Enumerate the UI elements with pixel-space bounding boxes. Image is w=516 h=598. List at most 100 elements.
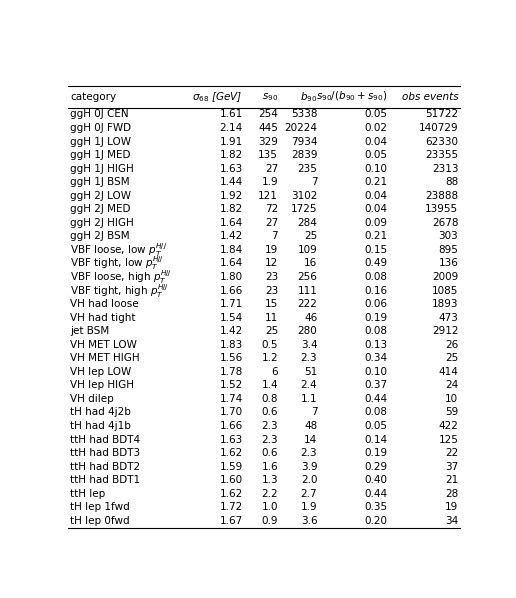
Text: 1.42: 1.42 [220, 326, 243, 336]
Text: 46: 46 [304, 313, 317, 323]
Text: $s_{90}/(b_{90}+s_{90})$: $s_{90}/(b_{90}+s_{90})$ [316, 90, 388, 103]
Text: 1.78: 1.78 [220, 367, 243, 377]
Text: 125: 125 [439, 435, 458, 444]
Text: 1.66: 1.66 [220, 421, 243, 431]
Text: 329: 329 [258, 136, 278, 147]
Text: 1.91: 1.91 [220, 136, 243, 147]
Text: 0.10: 0.10 [365, 164, 388, 173]
Text: 1.4: 1.4 [262, 380, 278, 390]
Text: 1.63: 1.63 [220, 164, 243, 173]
Text: 2.3: 2.3 [301, 448, 317, 458]
Text: 25: 25 [445, 353, 458, 363]
Text: VH MET HIGH: VH MET HIGH [71, 353, 140, 363]
Text: 0.6: 0.6 [262, 407, 278, 417]
Text: 1.72: 1.72 [220, 502, 243, 512]
Text: ggH 1J LOW: ggH 1J LOW [71, 136, 132, 147]
Text: ttH had BDT2: ttH had BDT2 [71, 462, 141, 472]
Text: 28: 28 [445, 489, 458, 499]
Text: 1.62: 1.62 [220, 448, 243, 458]
Text: 0.08: 0.08 [365, 326, 388, 336]
Text: 0.04: 0.04 [365, 191, 388, 201]
Text: 1.9: 1.9 [262, 177, 278, 187]
Text: 2.3: 2.3 [301, 353, 317, 363]
Text: 1.59: 1.59 [220, 462, 243, 472]
Text: jet BSM: jet BSM [71, 326, 110, 336]
Text: 1.9: 1.9 [301, 502, 317, 512]
Text: VH MET LOW: VH MET LOW [71, 340, 137, 350]
Text: 0.05: 0.05 [365, 109, 388, 120]
Text: 0.9: 0.9 [262, 516, 278, 526]
Text: tH had 4j1b: tH had 4j1b [71, 421, 132, 431]
Text: 21: 21 [445, 475, 458, 485]
Text: 0.29: 0.29 [365, 462, 388, 472]
Text: 2009: 2009 [432, 272, 458, 282]
Text: ggH 2J MED: ggH 2J MED [71, 205, 131, 214]
Text: 0.16: 0.16 [365, 286, 388, 295]
Text: 1.1: 1.1 [301, 394, 317, 404]
Text: VBF tight, low $p_T^{Hjj}$: VBF tight, low $p_T^{Hjj}$ [71, 255, 164, 273]
Text: 62330: 62330 [425, 136, 458, 147]
Text: 1.63: 1.63 [220, 435, 243, 444]
Text: 0.21: 0.21 [365, 177, 388, 187]
Text: 280: 280 [298, 326, 317, 336]
Text: 7934: 7934 [291, 136, 317, 147]
Text: 0.05: 0.05 [365, 421, 388, 431]
Text: 2912: 2912 [432, 326, 458, 336]
Text: ttH had BDT1: ttH had BDT1 [71, 475, 141, 485]
Text: 23: 23 [265, 272, 278, 282]
Text: 895: 895 [439, 245, 458, 255]
Text: 1.64: 1.64 [220, 218, 243, 228]
Text: 24: 24 [445, 380, 458, 390]
Text: 0.04: 0.04 [365, 205, 388, 214]
Text: 1.83: 1.83 [220, 340, 243, 350]
Text: 2.14: 2.14 [220, 123, 243, 133]
Text: 1.74: 1.74 [220, 394, 243, 404]
Text: 1.60: 1.60 [220, 475, 243, 485]
Text: tH had 4j2b: tH had 4j2b [71, 407, 132, 417]
Text: 473: 473 [439, 313, 458, 323]
Text: VH had loose: VH had loose [71, 299, 139, 309]
Text: 7: 7 [311, 177, 317, 187]
Text: 1.54: 1.54 [220, 313, 243, 323]
Text: 0.06: 0.06 [365, 299, 388, 309]
Text: 0.15: 0.15 [365, 245, 388, 255]
Text: 1.56: 1.56 [220, 353, 243, 363]
Text: 1.61: 1.61 [220, 109, 243, 120]
Text: 51722: 51722 [425, 109, 458, 120]
Text: ggH 0J CEN: ggH 0J CEN [71, 109, 129, 120]
Text: 2.2: 2.2 [262, 489, 278, 499]
Text: 7: 7 [271, 231, 278, 242]
Text: 0.14: 0.14 [365, 435, 388, 444]
Text: 109: 109 [298, 245, 317, 255]
Text: 3.4: 3.4 [301, 340, 317, 350]
Text: 0.04: 0.04 [365, 136, 388, 147]
Text: 0.49: 0.49 [365, 258, 388, 269]
Text: 16: 16 [304, 258, 317, 269]
Text: 1.52: 1.52 [220, 380, 243, 390]
Text: 0.09: 0.09 [365, 218, 388, 228]
Text: VH lep HIGH: VH lep HIGH [71, 380, 135, 390]
Text: 135: 135 [258, 150, 278, 160]
Text: ggH 1J HIGH: ggH 1J HIGH [71, 164, 134, 173]
Text: 23888: 23888 [425, 191, 458, 201]
Text: 0.8: 0.8 [262, 394, 278, 404]
Text: obs events: obs events [402, 91, 458, 102]
Text: 1085: 1085 [432, 286, 458, 295]
Text: 51: 51 [304, 367, 317, 377]
Text: ttH had BDT3: ttH had BDT3 [71, 448, 141, 458]
Text: 1.44: 1.44 [220, 177, 243, 187]
Text: 26: 26 [445, 340, 458, 350]
Text: 1725: 1725 [291, 205, 317, 214]
Text: 22: 22 [445, 448, 458, 458]
Text: 7: 7 [311, 407, 317, 417]
Text: 0.34: 0.34 [365, 353, 388, 363]
Text: ggH 0J FWD: ggH 0J FWD [71, 123, 132, 133]
Text: ttH lep: ttH lep [71, 489, 106, 499]
Text: 121: 121 [258, 191, 278, 201]
Text: 0.37: 0.37 [365, 380, 388, 390]
Text: 5338: 5338 [291, 109, 317, 120]
Text: 235: 235 [297, 164, 317, 173]
Text: 20224: 20224 [284, 123, 317, 133]
Text: 72: 72 [265, 205, 278, 214]
Text: VH dilep: VH dilep [71, 394, 114, 404]
